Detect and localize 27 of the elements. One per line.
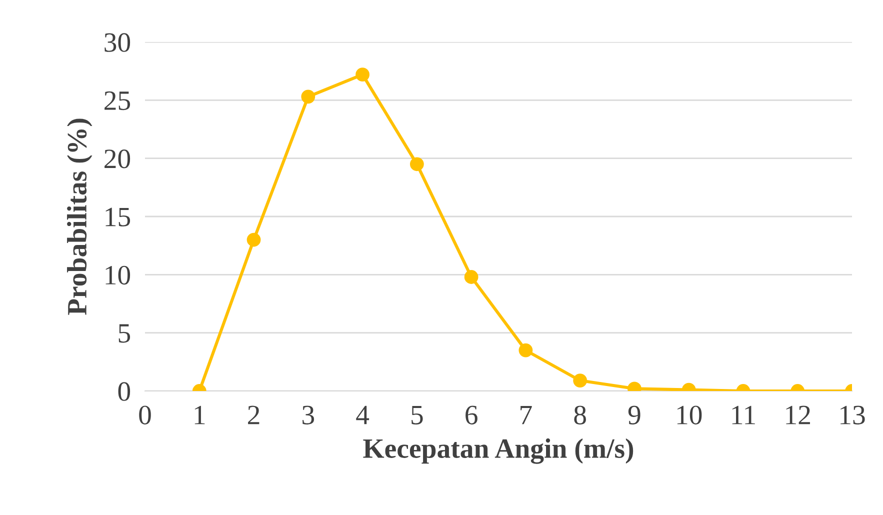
- x-tick-label: 0: [139, 406, 151, 424]
- x-tick-label: 10: [677, 406, 702, 424]
- x-tick-label: 13: [840, 406, 865, 424]
- y-tick-label: 20: [104, 150, 130, 168]
- y-tick-label: 5: [118, 324, 130, 343]
- x-axis-title: Kecepatan Angin (m/s): [363, 438, 634, 464]
- y-tick-label: 15: [106, 208, 130, 226]
- x-tick-label: 3: [302, 406, 314, 424]
- x-tick-label: 7: [520, 406, 532, 424]
- point: [246, 232, 261, 247]
- x-tick-label: 2: [248, 406, 260, 424]
- y-tick-label: 30: [104, 33, 130, 52]
- x-tick-label: 9: [628, 406, 640, 424]
- y-axis-title: Probabilitas (%): [67, 118, 92, 315]
- point: [356, 68, 370, 82]
- point: [410, 157, 424, 172]
- x-tick-label: 11: [732, 406, 755, 424]
- x-tick-label: 4: [356, 406, 370, 424]
- y-tick-label: 10: [106, 266, 130, 285]
- x-tick-label: 6: [466, 406, 478, 424]
- x-tick-label: 5: [412, 406, 423, 424]
- y-tick-label: 0: [118, 382, 130, 401]
- x-tick-label: 12: [786, 406, 810, 424]
- y-tick-label: 25: [104, 91, 130, 110]
- x-tick-label: 1: [194, 406, 205, 424]
- x-tick-label: 8: [574, 406, 586, 424]
- point: [301, 90, 316, 104]
